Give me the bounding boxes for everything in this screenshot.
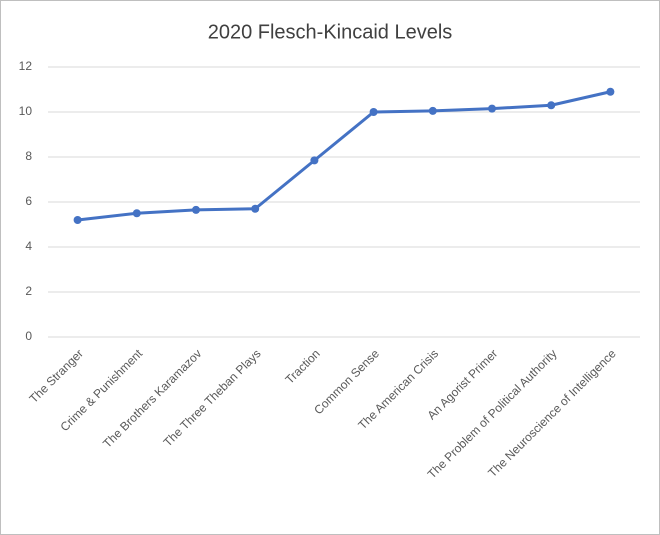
- data-point: [132, 209, 141, 218]
- y-tick-label: 2: [25, 284, 32, 298]
- y-tick-label: 12: [19, 59, 33, 73]
- data-point: [606, 87, 615, 96]
- data-point: [369, 108, 378, 116]
- data-point: [251, 204, 260, 213]
- y-tick-label: 0: [25, 329, 32, 343]
- chart-title: 2020 Flesch-Kincaid Levels: [208, 21, 453, 43]
- data-point: [428, 106, 437, 115]
- data-point: [192, 205, 200, 214]
- data-point: [547, 101, 556, 110]
- data-point: [488, 104, 496, 113]
- data-point: [310, 156, 319, 165]
- y-tick-label: 4: [25, 239, 32, 253]
- y-tick-label: 8: [25, 149, 32, 163]
- data-point: [73, 216, 82, 224]
- y-tick-label: 6: [25, 194, 32, 208]
- y-tick-label: 10: [19, 104, 33, 118]
- data-line: [77, 90, 611, 222]
